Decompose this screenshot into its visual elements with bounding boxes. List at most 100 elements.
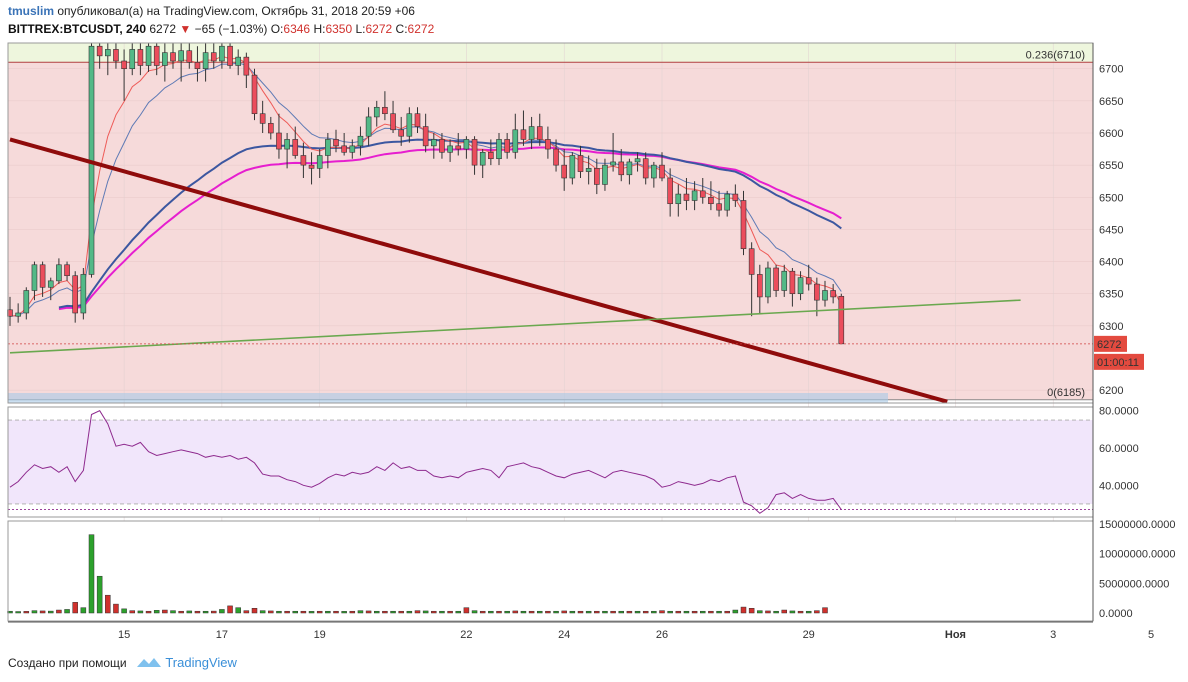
volume-bar: [789, 610, 796, 614]
candle-body: [708, 196, 714, 205]
candle-body: [683, 193, 690, 201]
volume-bar: [15, 611, 21, 614]
candle-body: [479, 151, 486, 166]
last-price-tag: 6272: [1097, 339, 1121, 351]
ohlc-low: 6272: [365, 22, 393, 36]
volume-bar: [732, 609, 739, 614]
candle-body: [105, 49, 111, 57]
candle-body: [398, 129, 405, 137]
candle-body: [830, 290, 836, 298]
time-tick-label: 19: [314, 629, 326, 641]
candle-body: [569, 155, 576, 179]
time-tick-label: 24: [558, 629, 570, 641]
candle-body: [390, 113, 396, 131]
volume-bar: [716, 610, 722, 614]
candle-body: [202, 52, 209, 70]
price-tick-label: 6400: [1099, 257, 1123, 269]
candle-body: [15, 312, 21, 317]
price-change: −65 (−1.03%): [194, 22, 268, 36]
volume-bar: [822, 607, 828, 614]
volume-bar: [39, 610, 46, 614]
candle-body: [626, 161, 633, 176]
time-tick-label: 26: [656, 629, 668, 641]
volume-bar: [724, 610, 730, 614]
volume-bar: [569, 610, 576, 614]
candle-body: [259, 113, 266, 124]
price-tick-label: 6350: [1099, 289, 1123, 301]
candle-body: [659, 164, 665, 179]
candle-body: [553, 148, 559, 166]
candle-body: [439, 139, 445, 153]
candle-body: [235, 56, 241, 66]
candle-body: [178, 50, 184, 62]
candle-body: [838, 295, 845, 345]
candle-body: [194, 61, 201, 70]
published-text: опубликовал(а) на TradingView.com, Октяб…: [57, 4, 415, 18]
time-tick-label: 17: [216, 629, 228, 641]
volume-bar: [284, 610, 290, 614]
last-price: 6272: [149, 22, 177, 36]
author-name[interactable]: tmuslim: [8, 4, 55, 18]
countdown-tag-bg: [1094, 353, 1144, 370]
volume-bar: [512, 610, 519, 614]
volume-bar: [390, 610, 396, 614]
candle-body: [651, 164, 657, 179]
candle-body: [333, 139, 339, 147]
fib-upper-band: [8, 43, 1093, 63]
volume-bar: [659, 610, 665, 614]
candle-body: [528, 126, 535, 140]
volume-bar: [781, 609, 787, 614]
time-tick-label: 3: [1050, 629, 1056, 641]
volume-bar: [137, 610, 144, 614]
candle-body: [732, 193, 739, 201]
volume-bar: [479, 610, 486, 614]
volume-pane: [8, 521, 1093, 621]
candle-body: [121, 60, 127, 70]
candle-body: [129, 49, 136, 70]
volume-bar: [683, 610, 690, 614]
candle-body: [80, 274, 87, 314]
rsi-line: [9, 410, 842, 514]
candle-body: [610, 161, 616, 166]
ohlc-open: 6346: [283, 22, 311, 36]
price-tick-label: 6300: [1099, 321, 1123, 333]
candle-body: [300, 155, 307, 166]
candle-body: [488, 151, 494, 160]
tradingview-brand[interactable]: TradingView: [165, 655, 237, 670]
candle-body: [357, 135, 364, 147]
candle-body: [805, 277, 812, 285]
ohlc-high-label: H:: [313, 22, 326, 36]
volume-bar: [463, 607, 470, 614]
candle-body: [153, 45, 160, 66]
volume-bar: [31, 610, 38, 614]
volume-bar: [577, 610, 584, 614]
volume-bar: [186, 610, 193, 614]
candle-body: [561, 164, 568, 179]
volume-bar: [398, 610, 404, 614]
candle-body: [382, 106, 388, 115]
volume-bar: [235, 607, 241, 614]
candle-body: [773, 267, 779, 291]
candle-body: [455, 145, 462, 150]
volume-bar: [602, 610, 608, 614]
candle-body: [536, 126, 543, 140]
volume-bar: [814, 610, 820, 614]
candle-body: [814, 283, 820, 301]
candle-body: [96, 45, 103, 57]
volume-bar: [431, 610, 437, 614]
volume-bar: [797, 610, 804, 614]
candle-body: [463, 139, 470, 150]
candle-body: [316, 155, 323, 169]
volume-bar: [292, 610, 298, 614]
volume-bar: [439, 610, 445, 614]
volume-bar: [691, 610, 698, 614]
volume-bar: [211, 610, 217, 614]
volume-bar: [194, 610, 201, 614]
rsi-tick-label: 60.0000: [1099, 443, 1139, 455]
candle-body: [496, 139, 502, 160]
time-tick-label: 15: [118, 629, 130, 641]
trendline-dark: [9, 137, 948, 404]
price-tick-label: 6650: [1099, 96, 1123, 108]
candle-body: [227, 45, 233, 66]
